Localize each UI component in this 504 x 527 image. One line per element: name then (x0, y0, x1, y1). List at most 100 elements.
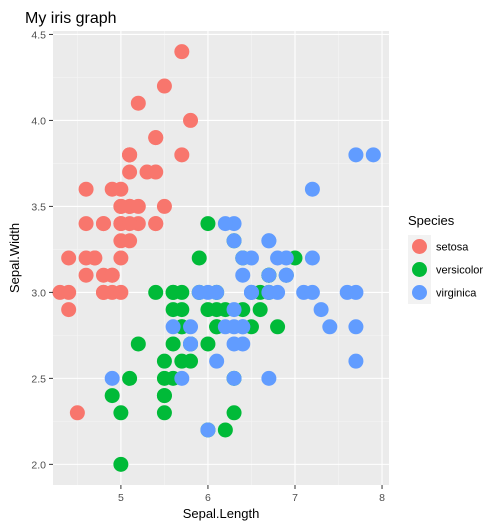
point-virginica (209, 353, 225, 369)
point-versicolor (174, 284, 190, 300)
point-setosa (122, 216, 138, 232)
point-virginica (226, 302, 242, 318)
point-setosa (130, 95, 146, 111)
point-versicolor (113, 405, 129, 421)
point-virginica (270, 250, 286, 266)
point-versicolor (174, 302, 190, 318)
point-virginica (235, 250, 251, 266)
point-setosa (183, 112, 199, 128)
point-setosa (122, 164, 138, 180)
point-virginica (322, 319, 338, 335)
plot-panel (53, 31, 389, 485)
point-setosa (78, 216, 94, 232)
point-versicolor (130, 336, 146, 352)
point-virginica (348, 319, 364, 335)
legend-marker-versicolor (412, 262, 427, 277)
point-setosa (148, 130, 164, 146)
point-setosa (104, 181, 120, 197)
legend-marker-virginica (412, 285, 427, 300)
point-virginica (313, 302, 329, 318)
point-virginica (243, 284, 259, 300)
point-versicolor (200, 216, 216, 232)
point-virginica (235, 267, 251, 283)
point-setosa (104, 267, 120, 283)
point-setosa (78, 267, 94, 283)
point-versicolor (156, 388, 172, 404)
legend-label-versicolor: versicolor (436, 265, 483, 277)
x-tick-label: 7 (292, 492, 298, 504)
y-axis-title: Sepal.Width (7, 223, 22, 293)
legend-title: Species (408, 213, 455, 228)
point-virginica (348, 147, 364, 163)
data-points (52, 44, 381, 472)
point-virginica (261, 267, 277, 283)
point-setosa (61, 284, 77, 300)
chart-title: My iris graph (25, 10, 117, 27)
y-tick-label: 2.0 (31, 459, 46, 471)
point-virginica (278, 267, 294, 283)
point-virginica (261, 370, 277, 386)
point-virginica (217, 216, 233, 232)
legend-label-setosa: setosa (436, 242, 469, 254)
point-versicolor (191, 250, 207, 266)
point-setosa (174, 147, 190, 163)
point-versicolor (113, 456, 129, 472)
point-versicolor (156, 353, 172, 369)
point-virginica (226, 336, 242, 352)
point-virginica (348, 284, 364, 300)
point-virginica (261, 284, 277, 300)
y-tick-label: 4.0 (31, 115, 46, 127)
point-virginica (183, 336, 199, 352)
point-setosa (113, 233, 129, 249)
point-virginica (304, 284, 320, 300)
x-tick-label: 6 (205, 492, 211, 504)
point-setosa (156, 78, 172, 94)
point-versicolor (122, 370, 138, 386)
y-tick-label: 2.5 (31, 373, 46, 385)
point-versicolor (156, 405, 172, 421)
point-versicolor (217, 422, 233, 438)
point-setosa (61, 250, 77, 266)
x-tick-label: 8 (379, 492, 385, 504)
point-versicolor (226, 405, 242, 421)
point-versicolor (104, 388, 120, 404)
point-setosa (61, 302, 77, 318)
point-setosa (69, 405, 85, 421)
y-tick-label: 4.5 (31, 29, 46, 41)
y-tick-label: 3.5 (31, 201, 46, 213)
legend: Species setosa versicolor virginica (408, 213, 483, 304)
point-virginica (183, 319, 199, 335)
point-versicolor (200, 302, 216, 318)
point-setosa (113, 250, 129, 266)
point-virginica (226, 233, 242, 249)
point-virginica (261, 233, 277, 249)
point-versicolor (270, 319, 286, 335)
point-virginica (174, 370, 190, 386)
point-virginica (348, 353, 364, 369)
point-virginica (226, 319, 242, 335)
point-setosa (95, 284, 111, 300)
point-virginica (104, 370, 120, 386)
point-versicolor (200, 336, 216, 352)
y-tick-label: 3.0 (31, 287, 46, 299)
point-versicolor (165, 336, 181, 352)
x-tick-label: 5 (118, 492, 124, 504)
point-versicolor (183, 353, 199, 369)
point-setosa (139, 164, 155, 180)
point-virginica (191, 284, 207, 300)
point-setosa (113, 284, 129, 300)
point-setosa (156, 198, 172, 214)
point-virginica (226, 370, 242, 386)
legend-label-virginica: virginica (436, 288, 477, 300)
point-setosa (78, 181, 94, 197)
point-setosa (122, 147, 138, 163)
point-versicolor (148, 284, 164, 300)
point-virginica (165, 319, 181, 335)
point-setosa (95, 216, 111, 232)
point-setosa (78, 250, 94, 266)
point-virginica (365, 147, 381, 163)
legend-marker-setosa (412, 239, 427, 254)
point-virginica (304, 181, 320, 197)
point-setosa (113, 198, 129, 214)
